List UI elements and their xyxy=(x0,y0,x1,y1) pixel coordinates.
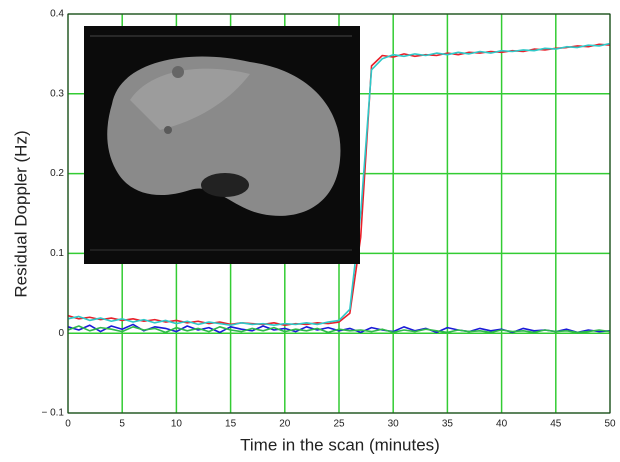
crater xyxy=(172,66,184,78)
moon-highlight xyxy=(130,68,250,130)
x-tick-label: 5 xyxy=(119,419,125,430)
x-tick-label: 50 xyxy=(604,419,616,430)
y-axis-title: Residual Doppler (Hz) xyxy=(11,130,30,297)
data-line xyxy=(67,42,611,327)
x-tick-label: 0 xyxy=(65,419,71,430)
x-tick-label: 20 xyxy=(279,419,291,430)
crater xyxy=(164,126,172,134)
lines xyxy=(67,42,611,334)
x-tick-label: 40 xyxy=(496,419,508,430)
data-line xyxy=(67,325,611,334)
y-tick-label: 0.1 xyxy=(50,248,64,259)
x-tick-label: 10 xyxy=(171,419,183,430)
x-tick-label: 45 xyxy=(550,419,562,430)
x-tick-label: 30 xyxy=(388,419,400,430)
data-line xyxy=(67,323,611,334)
y-tick-label: 0.2 xyxy=(50,168,64,179)
y-tick-label: 0 xyxy=(58,328,64,339)
y-tick-label: 0.3 xyxy=(50,88,64,99)
x-tick-label: 25 xyxy=(333,419,345,430)
crater xyxy=(201,173,249,197)
inset-image xyxy=(84,26,360,264)
x-tick-label: 35 xyxy=(442,419,454,430)
y-tick-label: 0.4 xyxy=(50,9,64,20)
x-tick-label: 15 xyxy=(225,419,237,430)
y-tick-label: − 0.1 xyxy=(41,408,64,419)
plot-frame xyxy=(67,13,611,414)
x-axis-title: Time in the scan (minutes) xyxy=(240,435,440,454)
